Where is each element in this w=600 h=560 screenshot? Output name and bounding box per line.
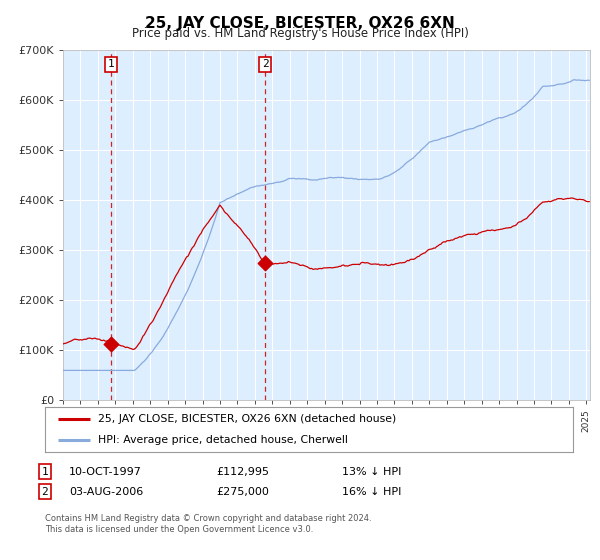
Text: HPI: Average price, detached house, Cherwell: HPI: Average price, detached house, Cher… [98,435,347,445]
Text: 10-OCT-1997: 10-OCT-1997 [69,466,142,477]
Text: 2: 2 [41,487,49,497]
Text: 25, JAY CLOSE, BICESTER, OX26 6XN (detached house): 25, JAY CLOSE, BICESTER, OX26 6XN (detac… [98,414,396,424]
Point [106,339,116,348]
Point [260,258,270,267]
Text: 16% ↓ HPI: 16% ↓ HPI [342,487,401,497]
Text: 2: 2 [262,59,268,69]
Text: Contains HM Land Registry data © Crown copyright and database right 2024.
This d: Contains HM Land Registry data © Crown c… [45,514,371,534]
Text: Price paid vs. HM Land Registry's House Price Index (HPI): Price paid vs. HM Land Registry's House … [131,27,469,40]
Text: 25, JAY CLOSE, BICESTER, OX26 6XN: 25, JAY CLOSE, BICESTER, OX26 6XN [145,16,455,31]
Text: 1: 1 [107,59,115,69]
Text: 03-AUG-2006: 03-AUG-2006 [69,487,143,497]
Text: £275,000: £275,000 [216,487,269,497]
Text: 13% ↓ HPI: 13% ↓ HPI [342,466,401,477]
Text: £112,995: £112,995 [216,466,269,477]
Text: 1: 1 [41,466,49,477]
